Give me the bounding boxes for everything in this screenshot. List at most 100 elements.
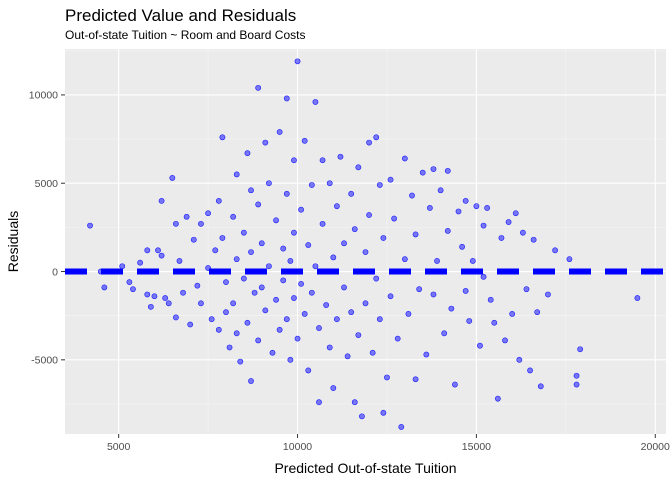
scatter-point — [266, 180, 272, 187]
scatter-point — [330, 385, 337, 391]
scatter-point — [430, 291, 437, 298]
scatter-point — [373, 134, 380, 141]
scatter-point — [215, 326, 222, 333]
scatter-point — [502, 337, 508, 344]
scatter-point — [319, 220, 326, 227]
x-tick-label: 20000 — [641, 441, 670, 453]
chart-subtitle: Out-of-state Tuition ~ Room and Board Co… — [65, 28, 305, 42]
scatter-point — [366, 212, 372, 218]
scatter-point — [147, 303, 154, 310]
scatter-point — [480, 222, 487, 229]
scatter-point — [240, 275, 247, 282]
scatter-point — [244, 319, 251, 326]
scatter-point — [312, 263, 319, 270]
scatter-point — [215, 197, 222, 204]
scatter-point — [165, 300, 172, 307]
scatter-point — [480, 273, 487, 280]
scatter-point — [473, 203, 480, 210]
scatter-point — [573, 381, 580, 388]
scatter-point — [323, 302, 330, 308]
scatter-point — [198, 300, 204, 307]
scatter-point — [308, 182, 315, 188]
scatter-point — [505, 219, 512, 225]
scatter-point — [448, 305, 455, 312]
scatter-point — [412, 231, 419, 238]
scatter-point — [330, 254, 337, 261]
scatter-point — [269, 349, 276, 356]
scatter-point — [298, 206, 305, 213]
x-tick-label: 15000 — [462, 441, 491, 453]
scatter-point — [223, 309, 229, 316]
scatter-point — [190, 236, 197, 243]
scatter-point — [312, 99, 319, 105]
scatter-point — [566, 256, 573, 263]
scatter-point — [577, 346, 584, 353]
scatter-point — [333, 203, 340, 210]
scatter-point — [545, 291, 551, 298]
scatter-point — [537, 383, 544, 390]
scatter-point — [219, 134, 226, 141]
y-axis-title: Residuals — [5, 211, 21, 272]
scatter-point — [172, 314, 179, 321]
y-tick-label: 5000 — [35, 178, 59, 190]
scatter-point — [294, 335, 301, 342]
scatter-point — [305, 242, 312, 248]
scatter-point — [401, 256, 408, 263]
scatter-point — [316, 399, 322, 406]
scatter-point — [198, 220, 204, 227]
scatter-point — [291, 157, 297, 164]
scatter-point — [316, 325, 322, 331]
scatter-point — [491, 319, 498, 326]
chart-title: Predicted Value and Residuals — [65, 6, 296, 25]
scatter-point — [394, 335, 401, 342]
scatter-point — [326, 180, 333, 187]
scatter-point — [573, 372, 580, 379]
scatter-point — [387, 293, 394, 300]
scatter-point — [341, 284, 347, 291]
y-tick-label: -5000 — [31, 355, 58, 367]
scatter-point — [369, 349, 376, 356]
scatter-point — [380, 409, 387, 416]
scatter-point — [155, 247, 161, 254]
scatter-point — [291, 295, 297, 301]
scatter-point — [348, 190, 355, 197]
scatter-point — [455, 208, 462, 215]
scatter-point — [326, 344, 333, 351]
scatter-point — [416, 286, 423, 293]
x-tick-label: 5000 — [107, 441, 131, 453]
scatter-point — [434, 258, 440, 264]
scatter-point — [477, 342, 483, 349]
scatter-point — [169, 175, 176, 181]
scatter-point — [301, 311, 308, 317]
scatter-point — [255, 84, 262, 91]
scatter-point — [376, 182, 383, 188]
scatter-point — [520, 229, 526, 236]
scatter-point — [441, 330, 448, 337]
scatter-point — [348, 309, 355, 316]
scatter-point — [230, 300, 237, 307]
scatter-point — [258, 284, 265, 291]
scatter-point — [527, 367, 533, 374]
scatter-point — [205, 210, 211, 217]
scatter-points — [87, 58, 641, 430]
scatter-point — [362, 300, 369, 307]
scatter-point — [426, 205, 433, 211]
y-tick-label: 10000 — [29, 90, 58, 102]
scatter-point — [162, 295, 169, 301]
x-tick-label: 10000 — [283, 441, 312, 453]
scatter-point — [530, 236, 537, 243]
scatter-point — [101, 284, 108, 291]
scatter-point — [355, 164, 362, 171]
scatter-point — [130, 286, 136, 293]
scatter-point — [176, 258, 183, 264]
scatter-point — [412, 376, 419, 383]
scatter-point — [469, 258, 476, 264]
scatter-point — [498, 235, 505, 241]
scatter-point — [208, 316, 215, 323]
scatter-point — [180, 289, 186, 296]
scatter-point — [333, 316, 340, 323]
scatter-point — [484, 205, 491, 211]
scatter-point — [248, 249, 254, 255]
scatter-point — [287, 258, 294, 264]
scatter-point — [237, 358, 244, 365]
